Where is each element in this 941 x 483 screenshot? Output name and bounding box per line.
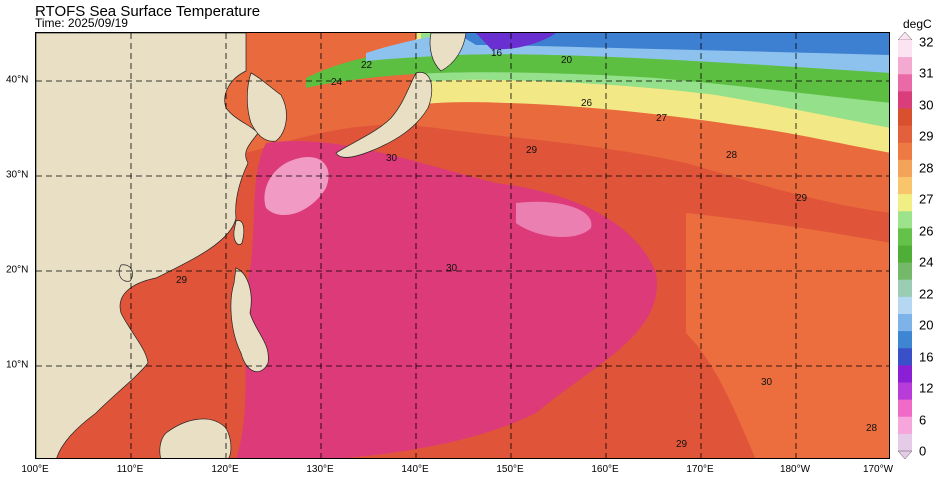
contour-label-30c: 30	[761, 377, 773, 388]
colorbar-unit: degC	[903, 17, 932, 31]
colorbar-swatch	[898, 348, 912, 366]
colorbar-swatch	[898, 177, 912, 195]
x-tick-110e: 110°E	[116, 464, 144, 475]
sst-map: 16 20 22 24 26 27 28 29 30 29 30 29 30 2…	[35, 32, 890, 459]
land-hokkaido	[429, 33, 467, 72]
colorbar-swatch	[898, 211, 912, 229]
colorbar-swatch	[898, 245, 912, 264]
colorbar-swatch	[898, 74, 912, 92]
colorbar-swatch	[898, 40, 912, 58]
x-tick-130e: 130°E	[306, 464, 334, 475]
colorbar-swatch	[898, 296, 912, 315]
x-tick-150e: 150°E	[496, 464, 524, 475]
contour-label-29d: 29	[676, 439, 688, 450]
contour-label-28b: 28	[866, 423, 878, 434]
colorbar-swatch	[898, 57, 912, 75]
colorbar-tick-label: 31	[919, 65, 934, 81]
colorbar-tick-label: 6	[919, 412, 927, 428]
land-korea	[246, 72, 287, 142]
land-japan	[335, 71, 433, 158]
colorbar-bottom-cap	[898, 450, 912, 459]
contour-labels: 16 20 22 24 26 27 28 29 30 29 30 29 30 2…	[176, 48, 878, 450]
x-tick-180w: 180°W	[779, 464, 811, 475]
contour-label-30: 30	[386, 153, 398, 164]
ocean-purple-patch	[476, 33, 556, 50]
colorbar-tick-label: 24	[919, 254, 934, 270]
colorbar-swatch	[898, 433, 912, 452]
colorbar-swatch	[898, 228, 912, 246]
colorbar-tick-label: 22	[919, 286, 934, 302]
x-tick-140e: 140°E	[401, 464, 429, 475]
ocean-hot-pool-south	[356, 332, 502, 428]
x-tick-100e: 100°E	[21, 464, 49, 475]
sst-map-canvas: 16 20 22 24 26 27 28 29 30 29 30 29 30 2…	[36, 33, 889, 458]
colorbar-swatch	[898, 382, 912, 401]
colorbar-top-cap	[898, 32, 912, 41]
map-time: Time: 2025/09/19	[35, 16, 128, 30]
ocean-east-orange	[686, 213, 889, 458]
contour-label-20: 20	[561, 55, 573, 66]
land-hainan	[118, 264, 133, 282]
map-title: RTOFS Sea Surface Temperature	[35, 3, 261, 20]
colorbar-tick-label: 26	[919, 223, 934, 239]
colorbar-swatch	[898, 314, 912, 332]
colorbar-tick-label: 32	[919, 34, 934, 50]
colorbar-swatch	[898, 331, 912, 349]
colorbar-tick-label: 16	[919, 349, 934, 365]
colorbar-swatch	[898, 262, 912, 281]
colorbar-swatch	[898, 194, 912, 212]
contour-label-28: 28	[726, 150, 738, 161]
ocean-hottest-patch	[264, 157, 329, 216]
x-tick-170w: 170°W	[862, 464, 894, 475]
colorbar-swatch	[898, 125, 912, 144]
x-tick-170e: 170°E	[686, 464, 714, 475]
colorbar-swatch	[898, 416, 912, 435]
land-taiwan	[233, 220, 245, 245]
contour-label-29: 29	[526, 145, 538, 156]
colorbar-swatch	[898, 159, 912, 178]
colorbar-tick-label: 28	[919, 160, 934, 176]
colorbar-tick-label: 0	[919, 443, 927, 459]
land-asia	[36, 33, 259, 458]
contour-label-30b: 30	[446, 263, 458, 274]
contour-label-27: 27	[656, 113, 668, 124]
colorbar-tick-label: 12	[919, 380, 934, 396]
contour-label-26: 26	[581, 98, 593, 109]
contour-label-22: 22	[361, 60, 373, 71]
x-tick-160e: 160°E	[591, 464, 619, 475]
colorbar	[898, 32, 912, 459]
colorbar-swatch	[898, 365, 912, 383]
colorbar-swatch	[898, 108, 912, 127]
colorbar-swatch	[898, 142, 912, 161]
contour-label-16: 16	[491, 48, 503, 59]
colorbar-swatch	[898, 91, 912, 109]
colorbar-tick-label: 27	[919, 191, 934, 207]
ocean-hottest-patch-2	[516, 201, 592, 238]
contour-label-29c: 29	[176, 275, 188, 286]
contour-label-29b: 29	[796, 193, 808, 204]
y-tick-20n: 20°N	[6, 264, 29, 276]
y-tick-10n: 10°N	[6, 359, 29, 371]
colorbar-swatch	[898, 279, 912, 298]
ocean-blue-band	[456, 33, 889, 55]
y-tick-30n: 30°N	[6, 169, 29, 181]
colorbar-swatch	[898, 399, 912, 418]
y-tick-40n: 40°N	[6, 74, 29, 86]
land-borneo	[159, 418, 232, 458]
land-philippines	[230, 267, 269, 373]
graticule	[36, 33, 889, 458]
colorbar-tick-label: 20	[919, 317, 934, 333]
contour-label-24: 24	[331, 77, 343, 88]
colorbar-tick-label: 29	[919, 128, 934, 144]
colorbar-tick-label: 30	[919, 97, 934, 113]
x-tick-120e: 120°E	[211, 464, 239, 475]
